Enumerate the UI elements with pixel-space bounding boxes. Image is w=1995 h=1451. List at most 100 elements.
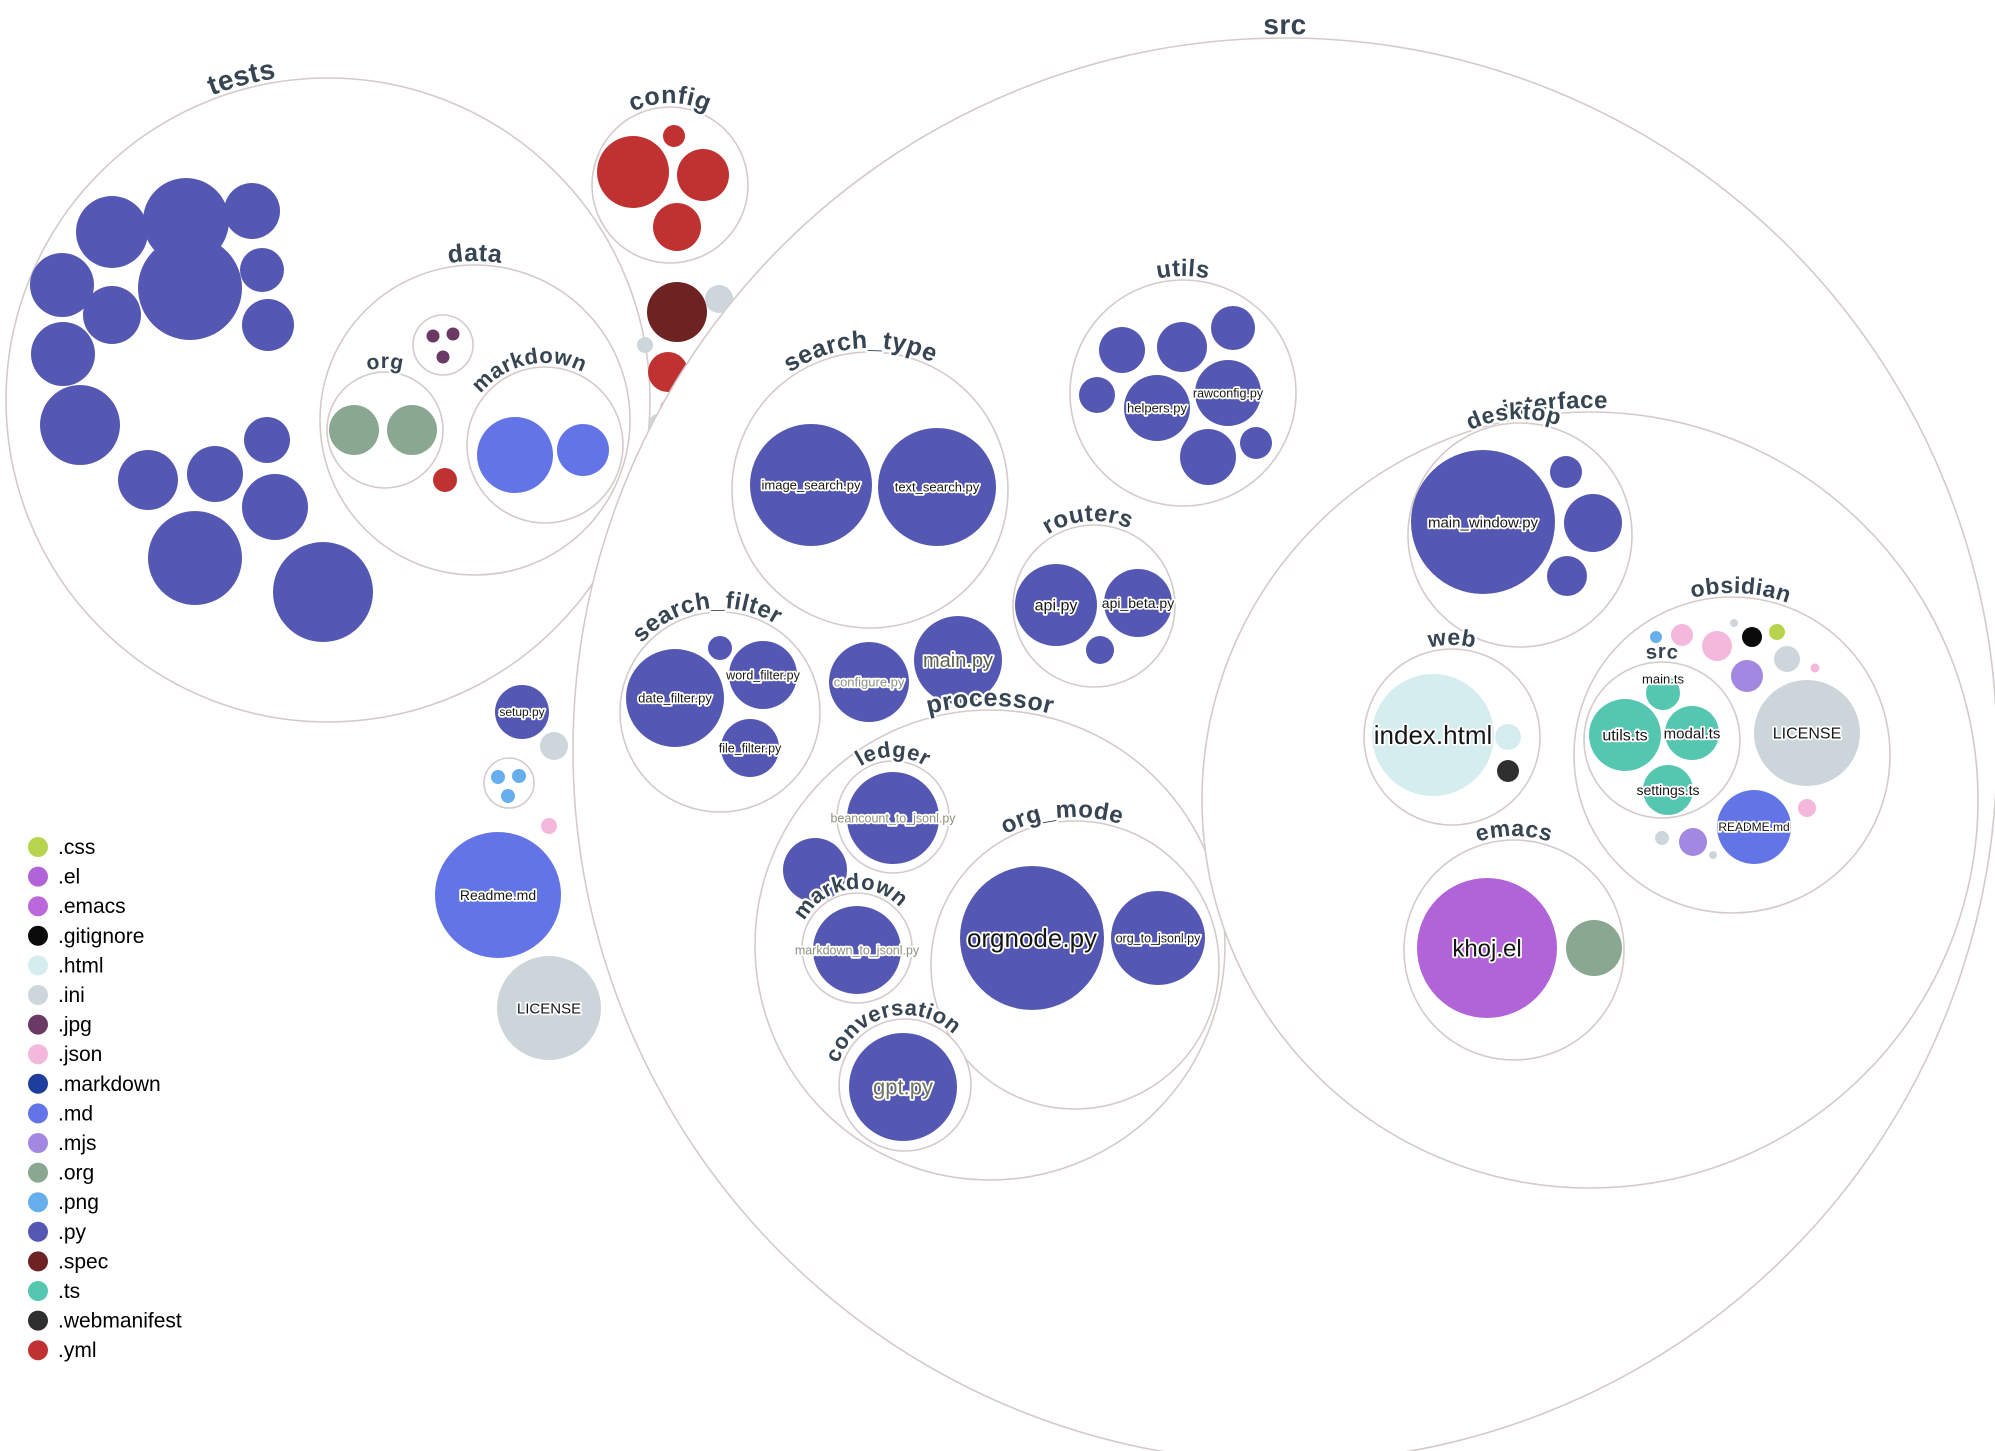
file-circle-.py: [273, 542, 373, 642]
file-circle-.gitignore: [1742, 627, 1762, 647]
file-circle-.png: [512, 769, 526, 783]
file-circle-.py: [1547, 556, 1587, 596]
file-label-markdown_to_jsonl.py: markdown_to_jsonl.py: [795, 943, 920, 957]
file-circle-.py: [1099, 327, 1145, 373]
file-label-main.py: main.py: [923, 650, 993, 672]
legend-label-.markdown: .markdown: [58, 1073, 161, 1096]
file-circle-.py: [1180, 429, 1236, 485]
legend-swatch-.ts: [28, 1281, 48, 1301]
file-circle-.ini: [1730, 619, 1738, 627]
file-circle-.jpg: [436, 350, 450, 364]
file-circle-.spec: [647, 282, 707, 342]
file-label-main_window.py: main_window.py: [1428, 514, 1539, 531]
legend-label-.md: .md: [58, 1102, 93, 1125]
file-label-README.md: README.md: [1718, 820, 1789, 834]
file-circle-.py: [242, 474, 308, 540]
folder-processor: processorledgerbeancount_to_jsonl.pymark…: [754, 682, 1226, 1181]
folder-org: org: [326, 348, 444, 489]
file-circle-.py: [83, 286, 141, 344]
folder-web: web index.html: [1363, 622, 1541, 826]
file-label-file_filter.py: file_filter.py: [719, 741, 782, 755]
file-circle-.py: [1157, 322, 1207, 372]
file-circle-text_search.py: [878, 428, 996, 546]
legend-label-.ini: .ini: [58, 984, 85, 1007]
file-label-LICENSE: LICENSE: [1773, 726, 1841, 743]
file-circle-Readme.md: [435, 832, 561, 958]
file-circle-settings.ts: [1643, 765, 1693, 815]
legend-label-.html: .html: [58, 954, 104, 977]
legend-label-.spec: .spec: [58, 1250, 108, 1273]
file-circle-.yml: [597, 136, 669, 208]
file-circle-.ini: [1709, 851, 1717, 859]
file-circle-file_filter.py: [721, 719, 779, 777]
file-circle-main_window.py: [1411, 450, 1555, 594]
file-circle-.jpg: [426, 329, 440, 343]
file-circle-index.html: [1372, 674, 1494, 796]
file-label-date_filter.py: date_filter.py: [638, 691, 712, 706]
legend-swatch-.md: [28, 1103, 48, 1124]
legend: .css .el .emacs .gitignore .html .ini .jpg .jso…: [28, 836, 182, 1362]
legend-swatch-.py: [28, 1221, 48, 1242]
legend-label-.ts: .ts: [58, 1280, 80, 1303]
legend-swatch-.webmanifest: [28, 1310, 48, 1331]
file-circle-.py: [31, 322, 95, 386]
file-circle-.json: [1702, 631, 1732, 661]
file-circle-.json: [1810, 663, 1820, 673]
file-circle-.json: [1671, 624, 1693, 646]
folder-circle-org: [326, 371, 444, 489]
legend-swatch-.css: [28, 837, 48, 857]
file-circle-.mjs: [1679, 828, 1707, 856]
file-label-utils.ts: utils.ts: [1602, 728, 1647, 745]
file-circle-.yml: [433, 468, 457, 492]
file-circle-.py: [1079, 377, 1115, 413]
file-circle-.md: [557, 424, 609, 476]
file-label-Readme.md: Readme.md: [460, 887, 536, 903]
folder-circle-unnamed: [412, 314, 474, 376]
legend-swatch-.mjs: [28, 1133, 48, 1153]
legend-label-.emacs: .emacs: [58, 895, 126, 918]
file-circle-api_beta.py: [1104, 569, 1172, 637]
file-label-gpt.py: gpt.py: [873, 1075, 933, 1100]
folder-label-src: src: [1644, 641, 1679, 664]
file-label-configure.py: configure.py: [834, 675, 905, 690]
file-circle-markdown_to_jsonl.py: [813, 906, 901, 994]
file-circle-.py: [148, 511, 242, 605]
file-circle-README.md: [1717, 790, 1791, 864]
file-circle-.png: [501, 789, 515, 803]
file-circle-image_search.py: [750, 424, 872, 546]
file-circle-word_filter.py: [729, 641, 797, 709]
legend-swatch-.markdown: [28, 1073, 48, 1094]
folder-interface: interfacedesktopmain_window.pywebindex.h…: [1201, 385, 1979, 1189]
file-circle-.org: [1566, 920, 1622, 976]
file-circle-api.py: [1015, 564, 1097, 646]
file-circle-.py: [244, 417, 290, 463]
file-label-khoj.el: khoj.el: [1452, 935, 1521, 962]
file-circle-.py: [1550, 456, 1582, 488]
legend-label-.gitignore: .gitignore: [58, 925, 144, 948]
folder-label-data: data: [446, 239, 505, 269]
file-circle-khoj.el: [1417, 878, 1557, 1018]
file-circle-configure.py: [829, 642, 909, 722]
legend-label-.png: .png: [58, 1191, 99, 1214]
file-circle-.org: [387, 405, 437, 455]
file-label-org_to_jsonl.py: org_to_jsonl.py: [1116, 931, 1202, 945]
file-label-word_filter.py: word_filter.py: [725, 668, 800, 682]
file-label-helpers.py: helpers.py: [1127, 401, 1187, 416]
folder-src: src main.ts utils.ts modal.ts settings.ts: [1583, 639, 1741, 819]
file-circle-.py: [242, 299, 294, 351]
folder-unnamed: [412, 314, 474, 376]
legend-label-.webmanifest: .webmanifest: [58, 1310, 182, 1333]
file-circle-.jpg: [446, 327, 460, 341]
folder-label-src: src: [1263, 9, 1307, 40]
file-circle-main.ts: [1646, 676, 1680, 710]
file-circle-.ini: [540, 732, 568, 760]
file-label-api_beta.py: api_beta.py: [1102, 595, 1174, 611]
